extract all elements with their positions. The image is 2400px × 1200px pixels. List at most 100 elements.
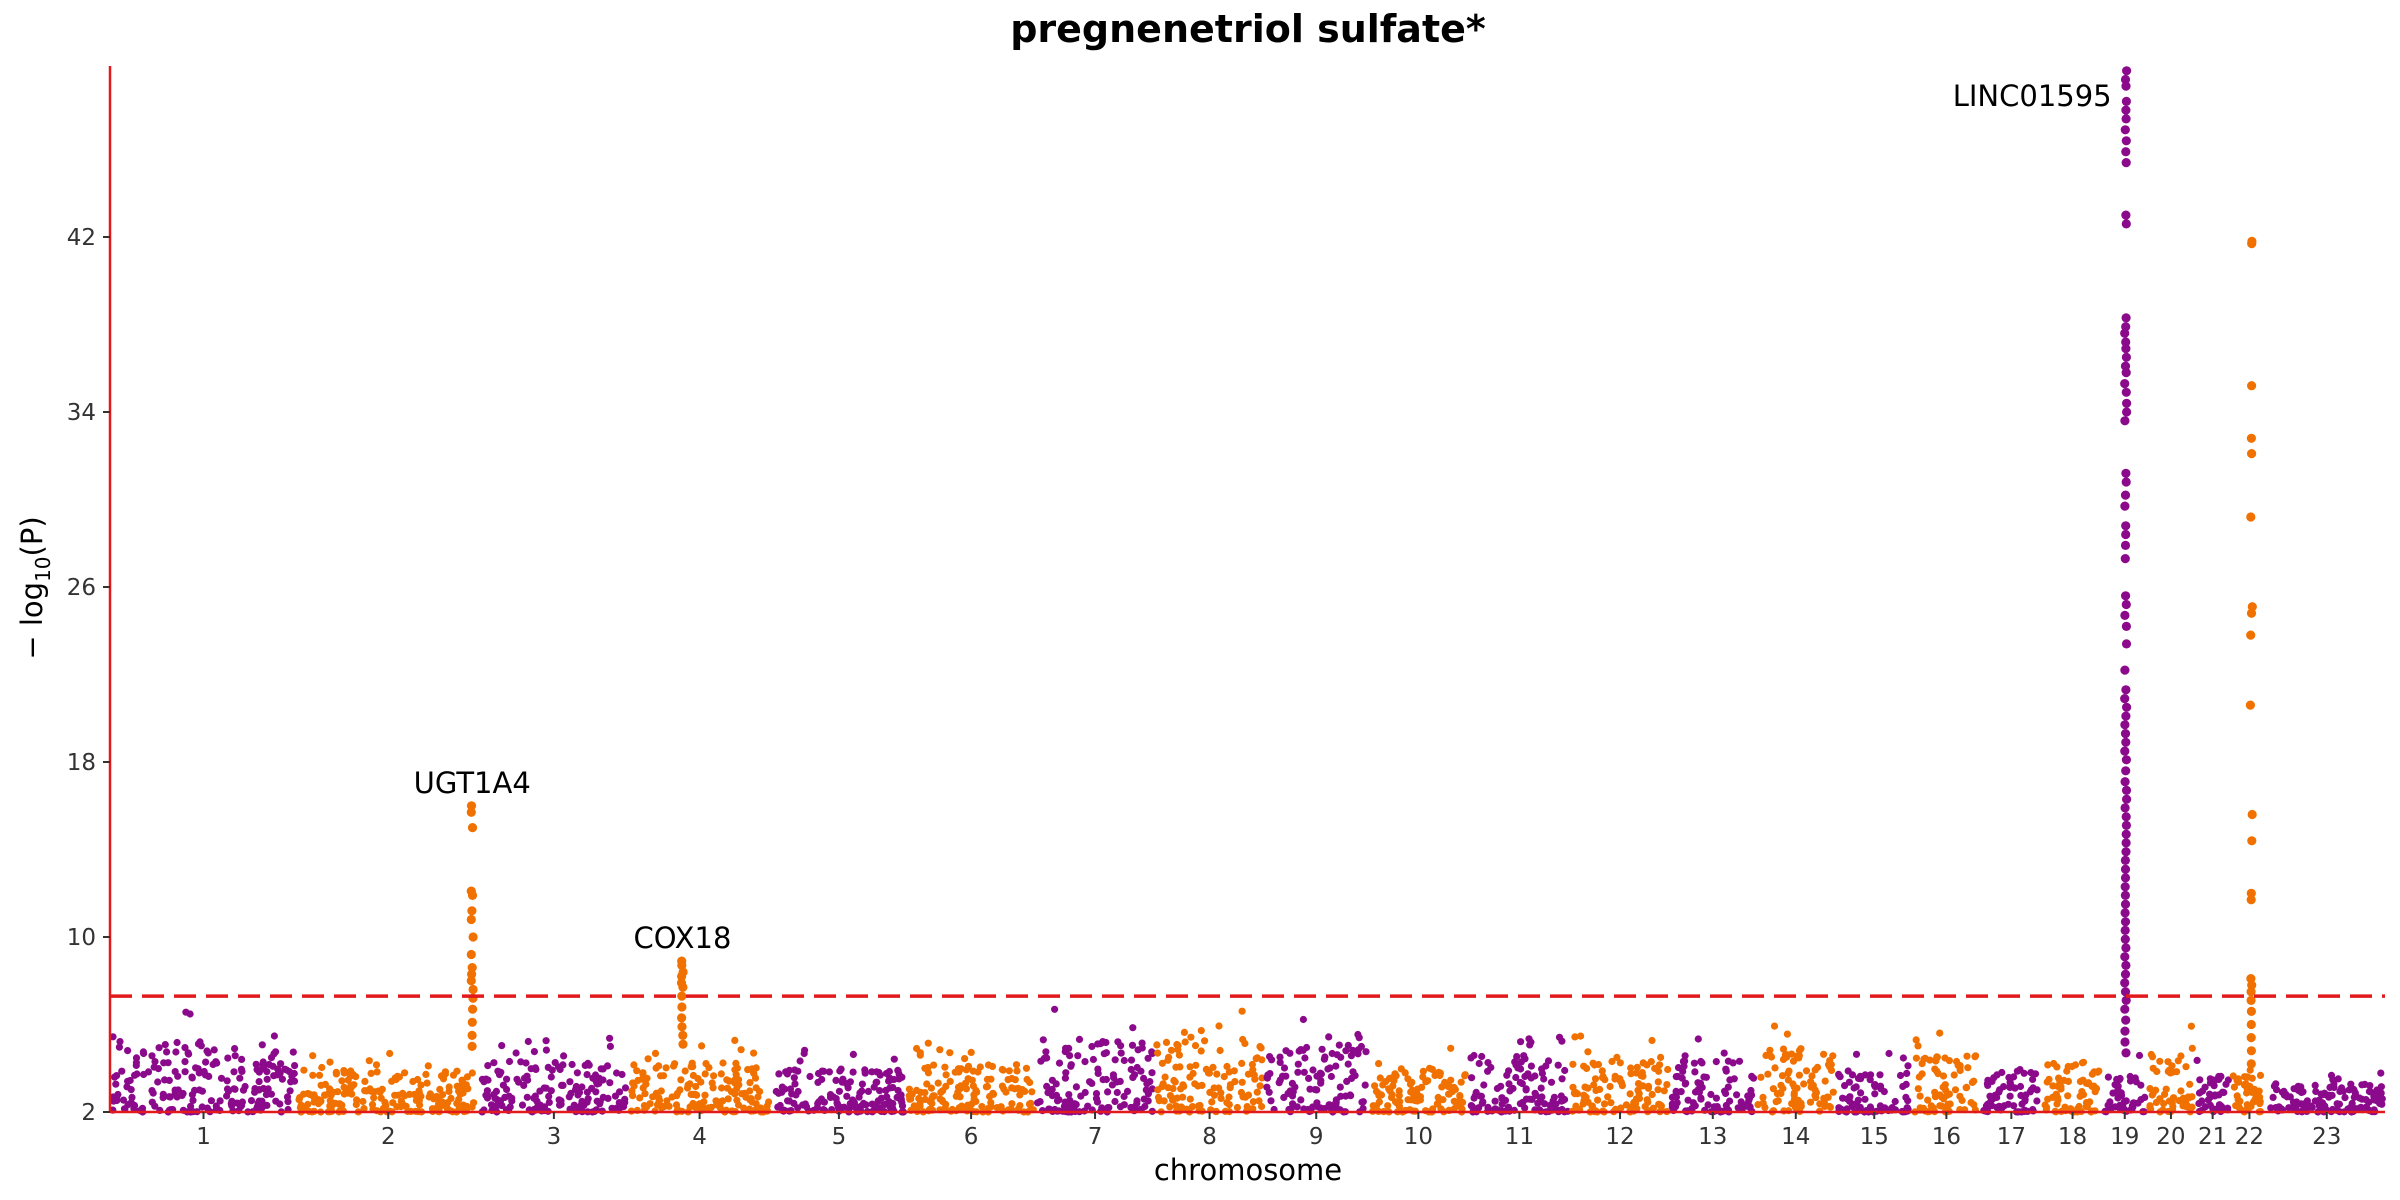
snp-point	[1532, 1091, 1540, 1099]
snp-point	[1255, 1097, 1263, 1105]
snp-point	[1826, 1102, 1834, 1111]
snp-point	[913, 1044, 921, 1053]
snp-point	[1320, 1055, 1328, 1063]
snp-point	[1154, 1093, 1163, 1101]
peak-snp-point	[2245, 700, 2255, 710]
peak-snp-point	[2247, 449, 2257, 459]
snp-point	[252, 1060, 260, 1068]
snp-point	[2377, 1069, 2385, 1077]
snp-point	[179, 1089, 187, 1098]
snp-point	[1344, 1060, 1352, 1068]
snp-point	[270, 1032, 278, 1040]
snp-point	[1230, 1067, 1238, 1075]
snp-point	[2334, 1075, 2342, 1083]
snp-point	[1144, 1090, 1152, 1098]
snp-point	[2135, 1051, 2144, 1060]
peak-snp-point	[466, 976, 476, 986]
snp-point	[1164, 1056, 1172, 1064]
snp-point	[1244, 1070, 1253, 1078]
peak-snp-point	[2121, 210, 2131, 220]
snp-point	[118, 1067, 126, 1075]
peak-snp-point	[2120, 864, 2131, 874]
snp-point	[2193, 1056, 2201, 1064]
snp-point	[2043, 1078, 2051, 1086]
snp-point	[1793, 1052, 1801, 1060]
snp-point	[1153, 1041, 1161, 1049]
snp-point	[2308, 1103, 2316, 1111]
snp-point	[505, 1057, 514, 1066]
snp-point	[1223, 1062, 1231, 1071]
snp-point	[1013, 1067, 1021, 1075]
snp-point	[1154, 1086, 1162, 1094]
snp-point	[794, 1067, 802, 1075]
y-tick-label: 2	[81, 1100, 96, 1126]
x-axis-title: chromosome	[1154, 1153, 1342, 1187]
snp-point	[1416, 1093, 1424, 1101]
snp-point	[1776, 1089, 1784, 1097]
snp-point	[850, 1102, 858, 1111]
snp-point	[591, 1071, 600, 1079]
snp-point	[2217, 1073, 2225, 1081]
snp-point	[359, 1097, 367, 1106]
snp-point	[503, 1075, 511, 1083]
snp-point	[1194, 1082, 1202, 1090]
snp-point	[1301, 1054, 1309, 1062]
snp-point	[993, 1104, 1001, 1112]
snp-point	[2242, 1080, 2250, 1088]
snp-point	[2256, 1071, 2265, 1079]
snp-point	[752, 1064, 760, 1072]
snp-point	[1839, 1094, 1847, 1102]
peak-snp-point	[466, 807, 476, 817]
snp-point	[278, 1075, 286, 1083]
snp-point	[717, 1070, 725, 1078]
snp-point	[1491, 1097, 1499, 1105]
snp-point	[1702, 1073, 1710, 1081]
peak-snp-point	[2120, 969, 2131, 979]
snp-point	[1062, 1069, 1070, 1077]
snp-point	[1774, 1097, 1782, 1105]
snp-point	[856, 1089, 864, 1097]
peak-snp-point	[2120, 501, 2130, 511]
snp-point	[1845, 1078, 1853, 1086]
snp-point	[128, 1093, 136, 1101]
snp-point	[1180, 1028, 1188, 1036]
snp-point	[895, 1070, 903, 1078]
snp-point	[230, 1068, 238, 1076]
chromosome-14-points	[1754, 1022, 1837, 1116]
snp-point	[857, 1102, 865, 1110]
snp-point	[641, 1090, 649, 1098]
snp-point	[844, 1084, 852, 1092]
snp-point	[287, 1078, 295, 1086]
snp-point	[1248, 1060, 1256, 1069]
snp-point	[832, 1076, 840, 1084]
snp-point	[291, 1062, 299, 1070]
snp-point	[923, 1080, 931, 1088]
snp-point	[2269, 1093, 2277, 1101]
peak-chromosome-2	[466, 801, 478, 1051]
snp-point	[321, 1091, 329, 1099]
snp-point	[1547, 1078, 1556, 1086]
snp-point	[2341, 1094, 2349, 1102]
snp-point	[1896, 1071, 1905, 1080]
snp-point	[231, 1045, 239, 1053]
chromosome-22-points	[2229, 1066, 2265, 1116]
snp-point	[2376, 1092, 2385, 1100]
peak-snp-point	[2121, 995, 2131, 1006]
snp-point	[2206, 1101, 2214, 1109]
snp-point	[2243, 1089, 2251, 1097]
snp-point	[941, 1063, 949, 1071]
peak-snp-point	[2120, 925, 2130, 936]
snp-point	[954, 1083, 963, 1091]
snp-point	[1102, 1075, 1110, 1084]
snp-point	[1120, 1092, 1128, 1101]
peak-snp-point	[2247, 381, 2257, 391]
snp-point	[513, 1075, 521, 1083]
snp-point	[1914, 1085, 1922, 1093]
snp-point	[566, 1078, 574, 1086]
snp-point	[1472, 1088, 1480, 1096]
snp-point	[1757, 1073, 1765, 1081]
snp-point	[2088, 1070, 2096, 1078]
snp-point	[1795, 1071, 1803, 1079]
snp-point	[187, 1102, 195, 1110]
snp-point	[2064, 1062, 2072, 1071]
